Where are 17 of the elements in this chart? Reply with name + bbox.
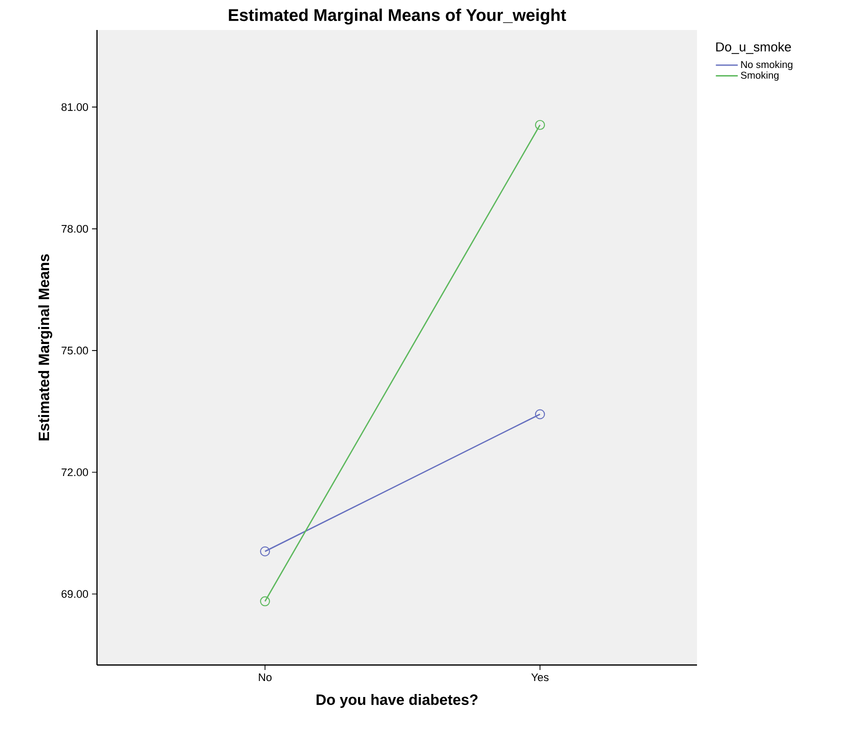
x-tick-label: Yes — [531, 674, 549, 682]
y-tick-label: 75.00 — [62, 346, 88, 354]
chart-title: Estimated Marginal Means of Your_weight — [228, 8, 566, 24]
legend-label: Smoking — [740, 71, 779, 81]
point — [260, 596, 270, 606]
y-tick-label: 78.00 — [62, 224, 88, 233]
y-tick-label: 81.00 — [62, 103, 88, 111]
x-tick-label: No — [258, 674, 272, 682]
point — [260, 546, 270, 556]
point — [534, 120, 545, 130]
y-tick-label: 72.00 — [62, 468, 88, 476]
y-tick-label: 69.00 — [62, 590, 88, 598]
legend-label: No smoking — [741, 60, 792, 70]
x-axis-title: Do you have diabetes? — [316, 694, 478, 708]
legend-title: Do_u_smoke — [716, 42, 791, 54]
point — [534, 409, 545, 420]
y-axis-title: Estimated Marginal Means — [38, 254, 52, 440]
